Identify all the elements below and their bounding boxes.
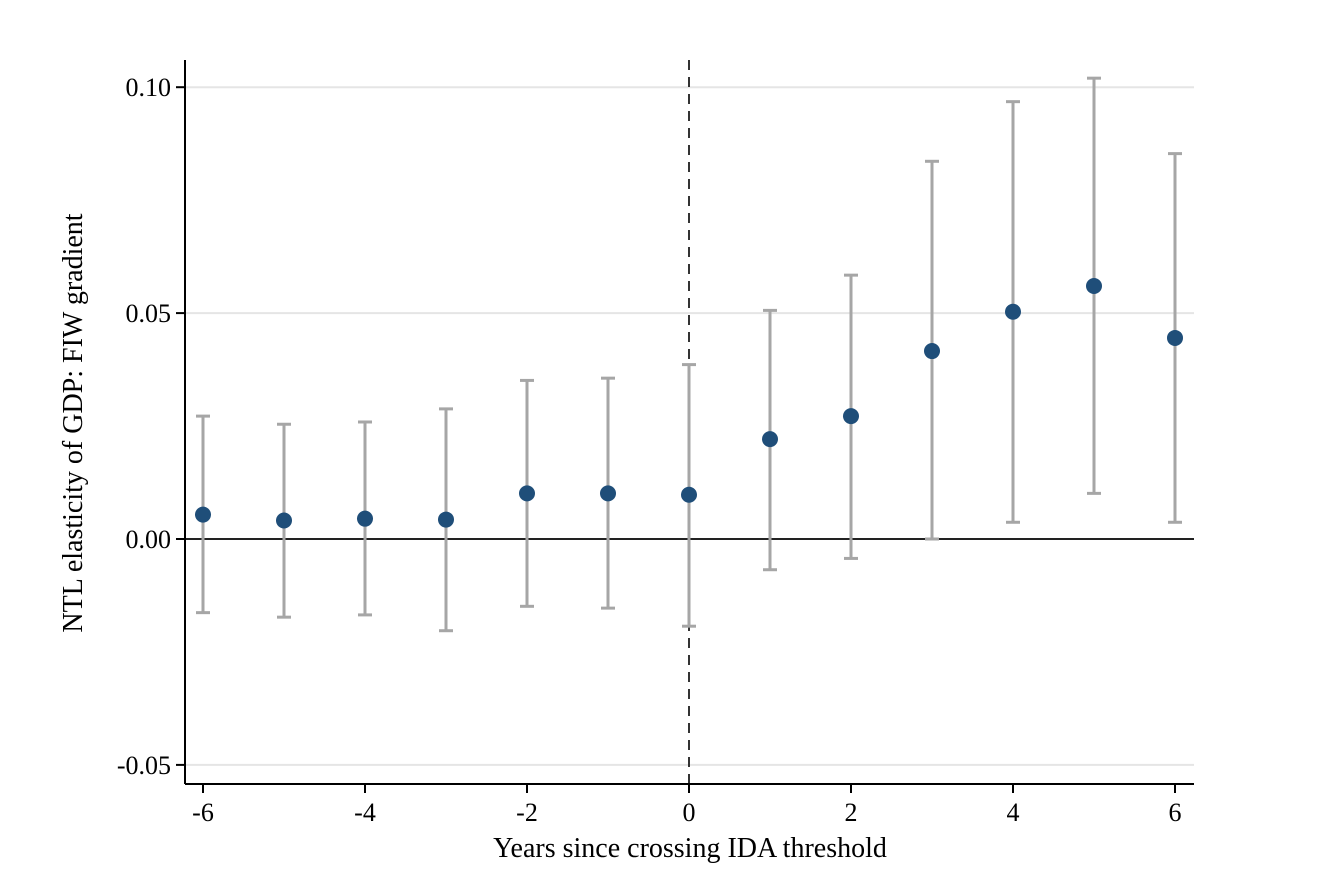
point-estimate	[1086, 277, 1102, 294]
point-estimate	[924, 343, 940, 360]
x-tick-label: 6	[1169, 798, 1182, 827]
x-tick-label: -2	[516, 798, 538, 827]
tick-labels: -0.05 0.00 0.05 0.10 -6 -4 -2 0 2 4 6	[117, 73, 1182, 827]
x-tick-label: -4	[354, 798, 376, 827]
point-estimate	[762, 431, 778, 448]
point-estimate	[843, 408, 859, 425]
x-tick-label: 2	[845, 798, 858, 827]
x-tick-label: 4	[1007, 798, 1020, 827]
point-estimate	[519, 485, 535, 502]
point-estimate	[600, 485, 616, 502]
y-tick-label: 0.05	[126, 299, 172, 328]
point-estimate	[195, 506, 211, 523]
y-tick-label: 0.00	[126, 525, 172, 554]
point-estimate	[1167, 329, 1183, 346]
x-tick-label: -6	[192, 798, 214, 827]
point-estimate	[276, 512, 292, 529]
y-tick-label: 0.10	[126, 73, 172, 102]
point-estimate	[681, 486, 697, 503]
y-axis-title: NTL elasticity of GDP: FIW gradient	[58, 213, 89, 632]
x-axis-title: Years since crossing IDA threshold	[493, 833, 887, 864]
point-estimate	[438, 511, 454, 528]
y-tick-label: -0.05	[117, 751, 171, 780]
axes	[176, 60, 1194, 793]
point-estimate	[1005, 303, 1021, 320]
point-estimate	[357, 510, 373, 527]
x-tick-label: 0	[683, 798, 696, 827]
point-estimates	[195, 277, 1183, 529]
